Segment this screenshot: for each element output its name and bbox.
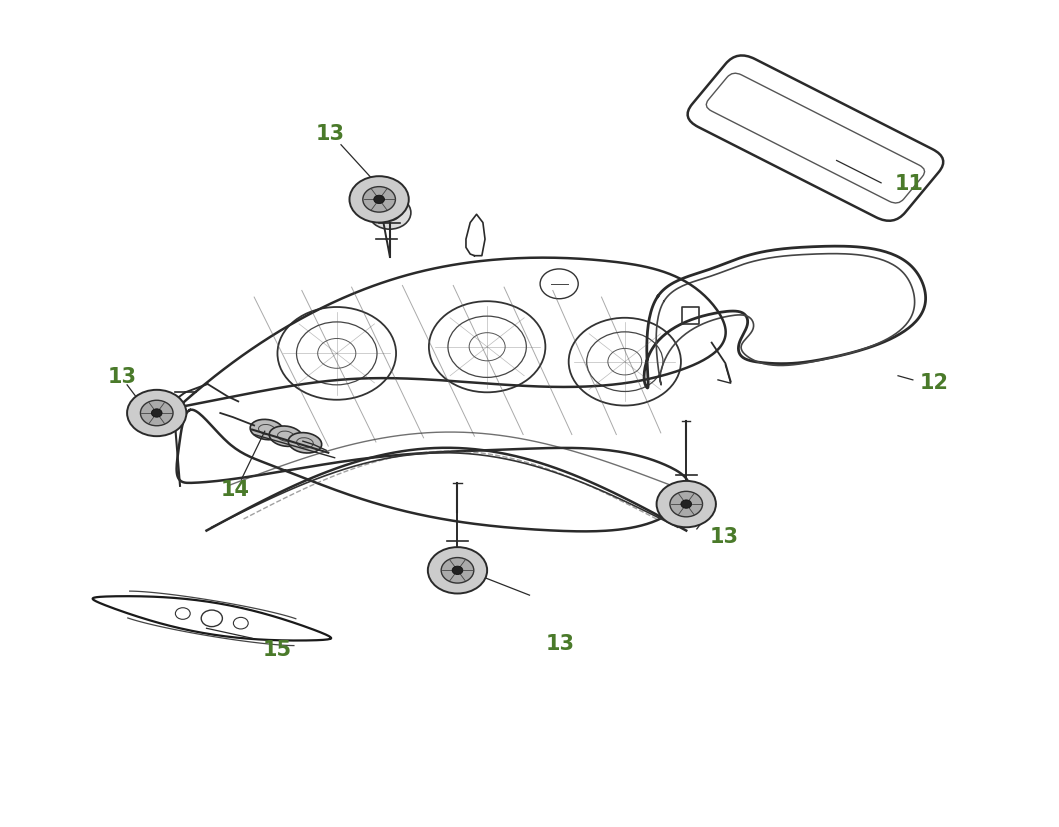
Circle shape	[127, 390, 186, 437]
Circle shape	[349, 177, 409, 223]
Circle shape	[369, 197, 411, 230]
Ellipse shape	[269, 427, 303, 447]
Circle shape	[657, 481, 716, 528]
Circle shape	[442, 558, 473, 583]
Circle shape	[363, 188, 395, 213]
Circle shape	[428, 547, 487, 594]
Circle shape	[151, 409, 162, 418]
Text: 14: 14	[220, 480, 250, 500]
Text: 13: 13	[107, 366, 137, 386]
Ellipse shape	[250, 420, 284, 440]
Text: 15: 15	[263, 639, 292, 659]
Text: 13: 13	[710, 526, 738, 546]
Circle shape	[670, 492, 702, 517]
Text: 12: 12	[919, 372, 948, 392]
Circle shape	[374, 196, 384, 204]
Text: 13: 13	[316, 124, 345, 144]
Text: 13: 13	[545, 633, 574, 653]
Circle shape	[141, 401, 173, 426]
Text: 11: 11	[895, 174, 923, 194]
Circle shape	[452, 566, 463, 575]
Circle shape	[681, 500, 692, 509]
Ellipse shape	[288, 433, 322, 453]
